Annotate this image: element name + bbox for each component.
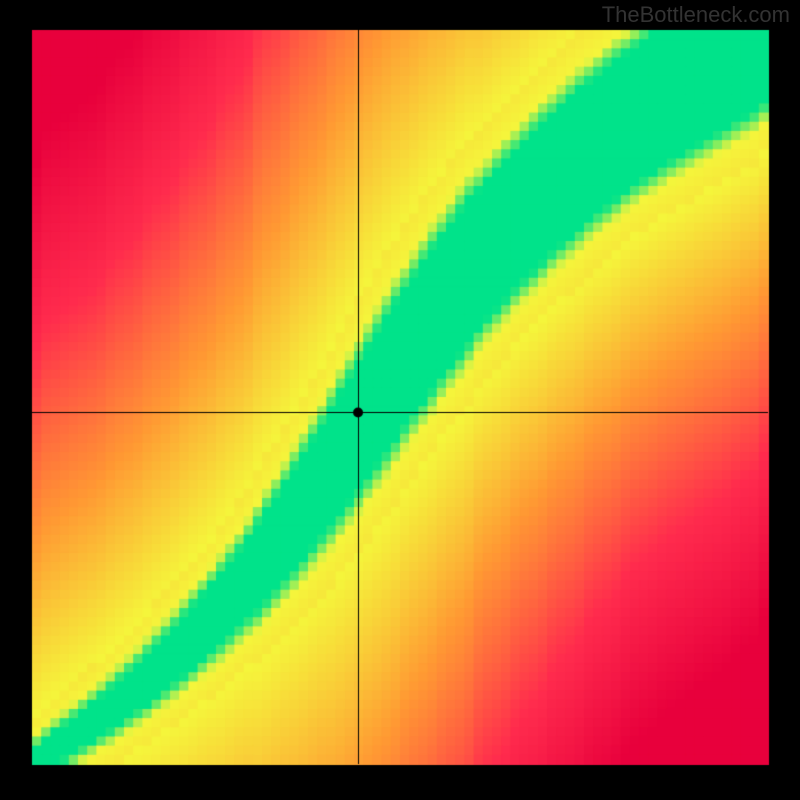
watermark-text: TheBottleneck.com xyxy=(602,2,790,28)
bottleneck-heatmap xyxy=(0,0,800,800)
chart-container: TheBottleneck.com xyxy=(0,0,800,800)
